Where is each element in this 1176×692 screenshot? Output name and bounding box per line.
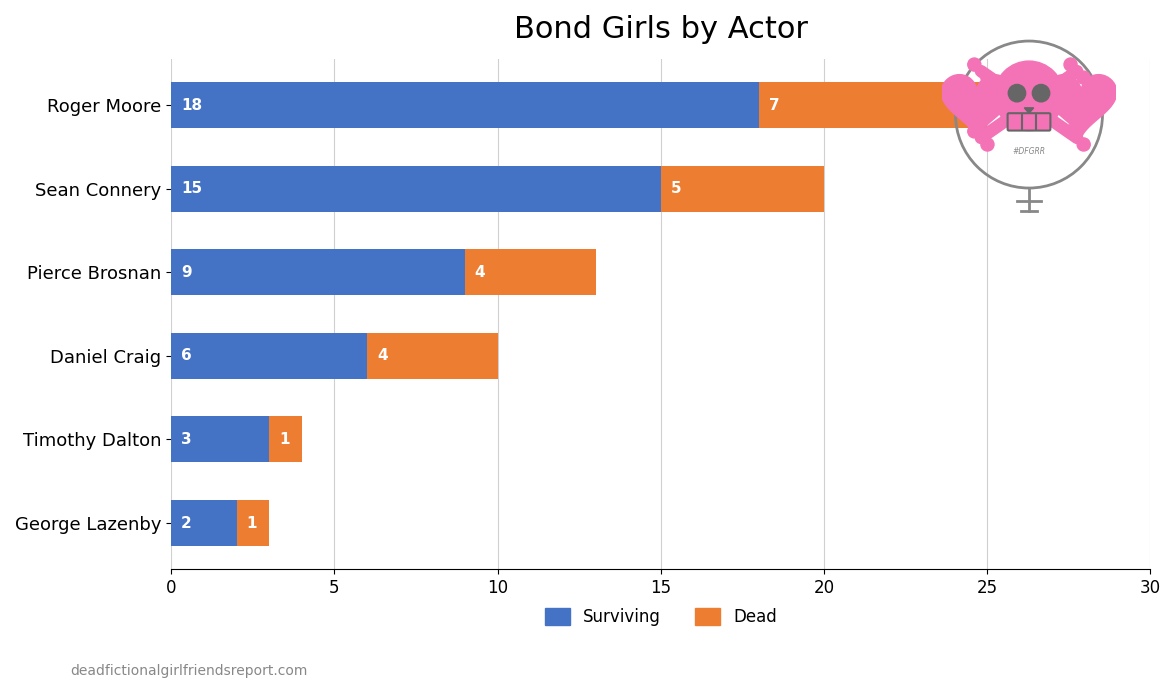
Text: 18: 18 [181,98,202,113]
Bar [172,165,661,212]
Bar [269,417,302,462]
Text: #DFGRR: #DFGRR [1013,147,1045,156]
Text: deadfictionalgirlfriendsreport.com: deadfictionalgirlfriendsreport.com [71,664,308,678]
Circle shape [968,58,981,71]
Text: 7: 7 [769,98,780,113]
Title: Bond Girls by Actor: Bond Girls by Actor [514,15,808,44]
Text: 2: 2 [181,516,192,531]
Bar [759,82,987,128]
Legend: Surviving, Dead: Surviving, Dead [539,601,783,632]
Text: 1: 1 [246,516,256,531]
Bar [661,165,824,212]
Bar [172,249,465,295]
Bar [172,82,759,128]
Circle shape [1033,84,1050,102]
Bar [172,500,236,546]
Circle shape [981,138,994,151]
Circle shape [981,71,994,84]
Circle shape [1008,84,1025,102]
Circle shape [994,61,1064,131]
Polygon shape [941,75,1013,139]
Circle shape [1077,138,1090,151]
Polygon shape [1024,108,1034,113]
Bar [367,333,497,379]
Bar [236,500,269,546]
Text: 4: 4 [376,348,387,363]
Polygon shape [1045,75,1117,139]
Text: 6: 6 [181,348,192,363]
Text: 15: 15 [181,181,202,196]
Circle shape [968,125,981,138]
Text: 9: 9 [181,265,192,280]
Circle shape [1077,71,1090,84]
Circle shape [1064,125,1077,138]
Text: 5: 5 [670,181,681,196]
Circle shape [1064,58,1077,71]
FancyBboxPatch shape [1008,113,1050,131]
Bar [465,249,595,295]
Bar [172,417,269,462]
Text: 3: 3 [181,432,192,447]
Bar [172,333,367,379]
Text: 4: 4 [475,265,486,280]
Text: 1: 1 [279,432,289,447]
